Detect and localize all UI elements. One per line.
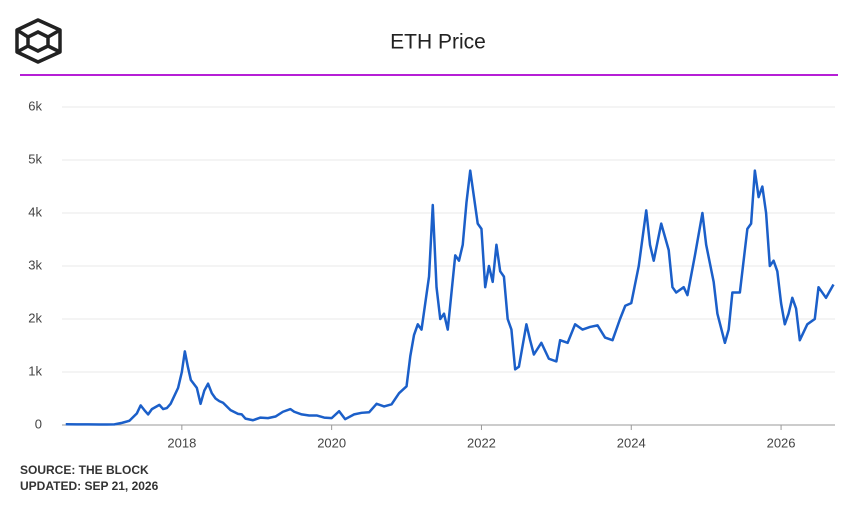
x-tick-label: 2018 — [167, 435, 196, 450]
chart-title: ETH Price — [390, 31, 486, 54]
x-tick-label: 2022 — [467, 435, 496, 450]
price-line — [65, 169, 835, 426]
logo — [15, 18, 62, 64]
x-tick-label: 2020 — [317, 435, 346, 450]
y-tick-label: 3k — [28, 257, 42, 272]
y-tick-label: 6k — [28, 98, 42, 113]
x-tick-label: 2026 — [767, 435, 796, 450]
x-tick-label: 2024 — [617, 435, 646, 450]
y-tick-label: 0 — [35, 416, 42, 431]
updated: UPDATED: SEP 21, 2026 — [20, 479, 159, 493]
y-tick-label: 1k — [28, 363, 42, 378]
y-tick-label: 5k — [28, 151, 42, 166]
y-tick-label: 4k — [28, 204, 42, 219]
source: SOURCE: THE BLOCK — [20, 463, 149, 477]
y-tick-label: 2k — [28, 310, 42, 325]
